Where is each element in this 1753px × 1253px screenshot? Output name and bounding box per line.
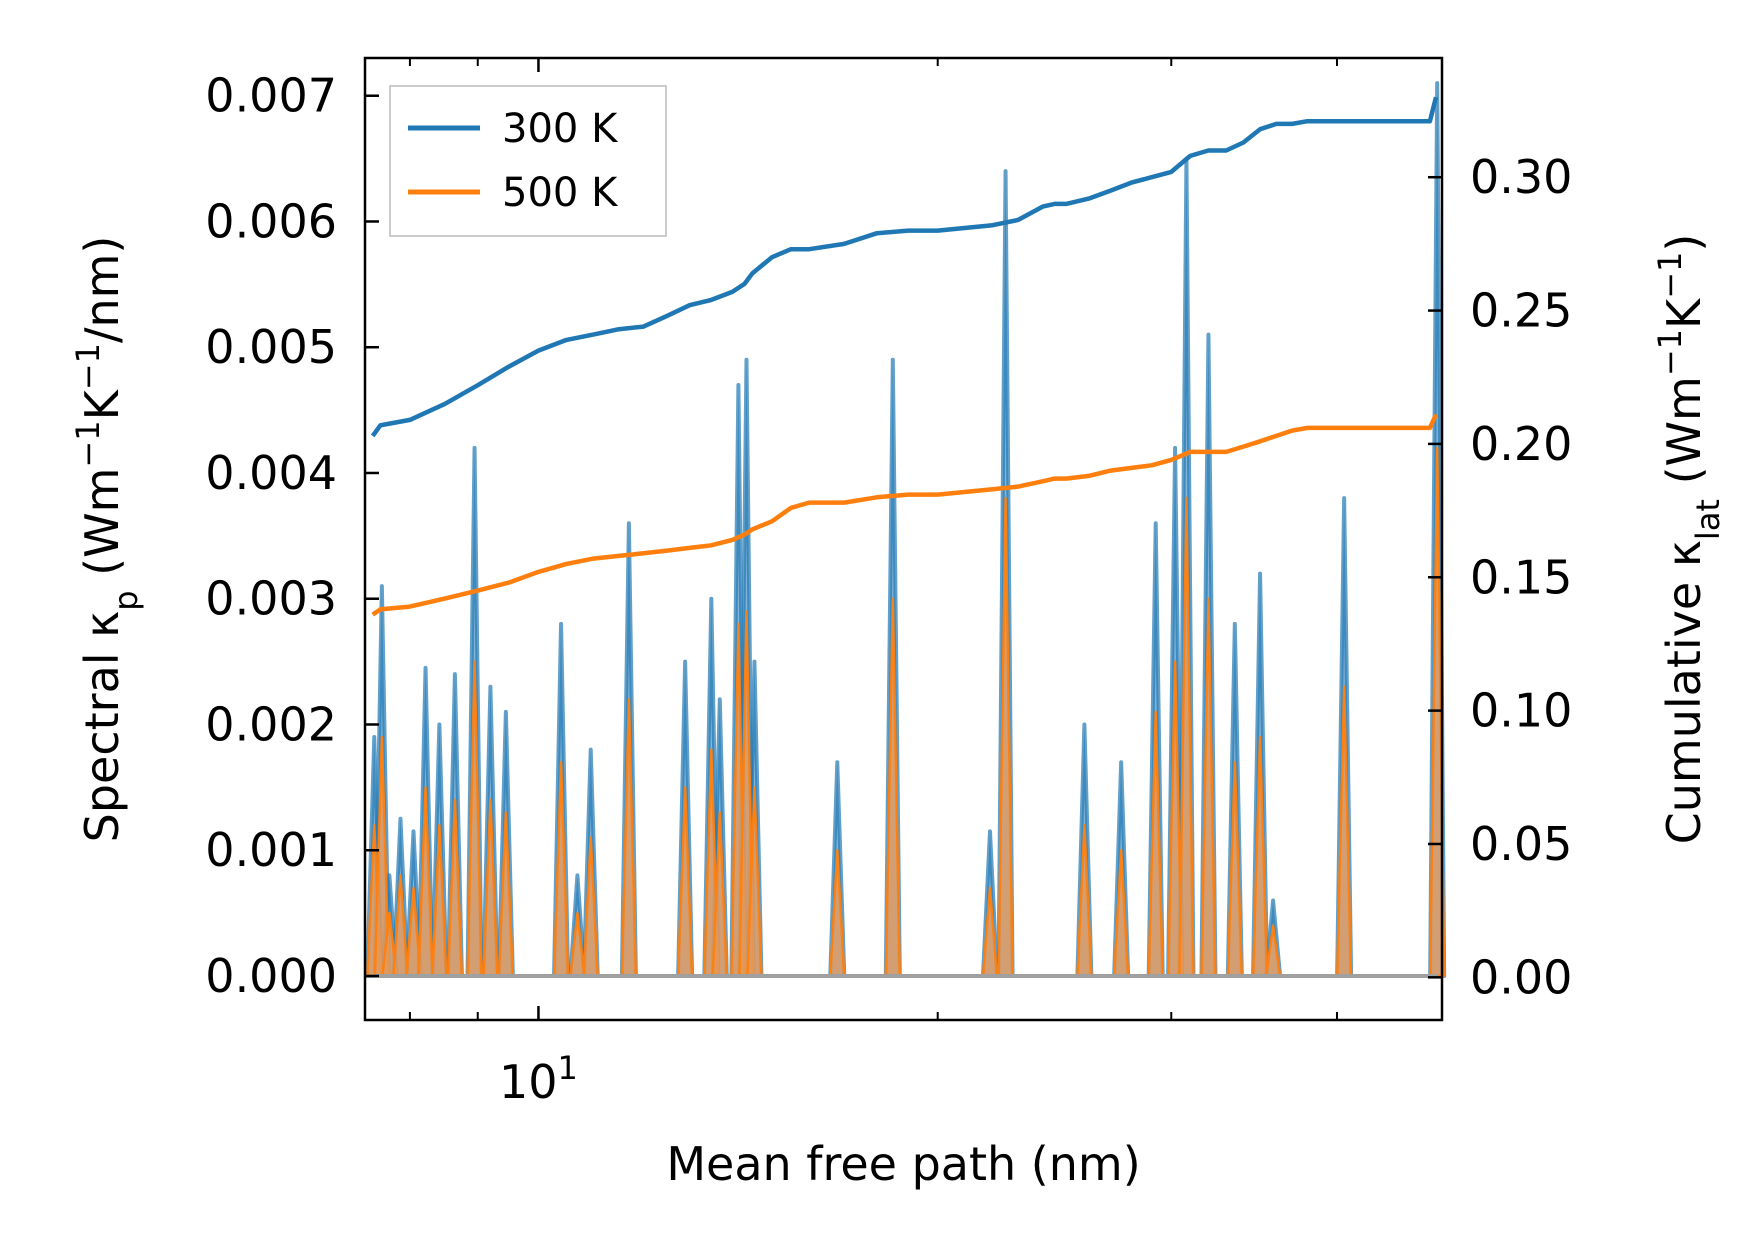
y-right-tick-label: 0.30 [1470,150,1572,204]
y-left-title-sub: p [107,590,145,610]
y-right-tick-label: 0.00 [1470,950,1572,1004]
y-left-tick-label: 0.003 [205,572,337,626]
y-right-title-part: Cumulative κ [1657,540,1711,844]
legend-label-300K: 300 K [502,106,619,152]
plot-frame [363,56,1444,1022]
y-left-tick-label: 0.007 [205,69,337,123]
x-axis-title: Mean free path (nm) [666,1137,1140,1191]
y-left-title-sup: −1 [69,343,107,390]
y-left-title-part: (Wm [75,468,129,591]
y-right-title-part: (Wm [1657,376,1711,499]
ticks-layer: 0.0000.0010.0020.0030.0040.0050.0060.007… [205,58,1572,1109]
cumulative-layer [370,96,1439,617]
y-right-tick-label: 0.05 [1470,817,1572,871]
y-left-tick-label: 0.006 [205,194,337,248]
x-tick-label-base: 10 [499,1055,558,1109]
y-right-title-sub: lat [1689,499,1727,540]
y-axis-left-title: Spectral κp (Wm−1K−1/nm) [69,236,145,843]
cumulative-line-500K [371,413,1439,617]
x-tick-label-exponent: 1 [558,1049,578,1087]
y-right-tick-label: 0.20 [1470,417,1572,471]
y-left-tick-label: 0.001 [205,823,337,877]
y-left-tick-label: 0.002 [205,697,337,751]
y-left-title-part: K [75,388,129,420]
y-left-tick-label: 0.000 [205,949,337,1003]
y-right-title-part: ) [1657,234,1711,252]
y-left-title-part: /nm) [75,236,129,343]
y-left-title-part: Spectral κ [75,611,129,843]
y-right-tick-label: 0.25 [1470,284,1572,338]
y-left-title-sup: −1 [69,420,107,467]
legend-box [389,85,667,237]
y-axis-right-title: Cumulative κlat (Wm−1K−1) [1651,234,1727,845]
y-right-title-sup: −1 [1651,329,1689,376]
y-right-title-sup: −1 [1651,252,1689,299]
y-right-tick-label: 0.15 [1470,550,1572,604]
legend-label-500K: 500 K [502,170,619,216]
y-left-tick-label: 0.004 [205,446,337,500]
cumulative-line-300K [370,96,1439,438]
legend: 300 K 500 K [389,85,667,237]
spectral-layer [365,81,1447,978]
x-tick-label: 101 [499,1049,578,1109]
y-right-title-part: K [1657,297,1711,329]
y-right-tick-label: 0.10 [1470,684,1572,738]
y-left-tick-label: 0.005 [205,320,337,374]
